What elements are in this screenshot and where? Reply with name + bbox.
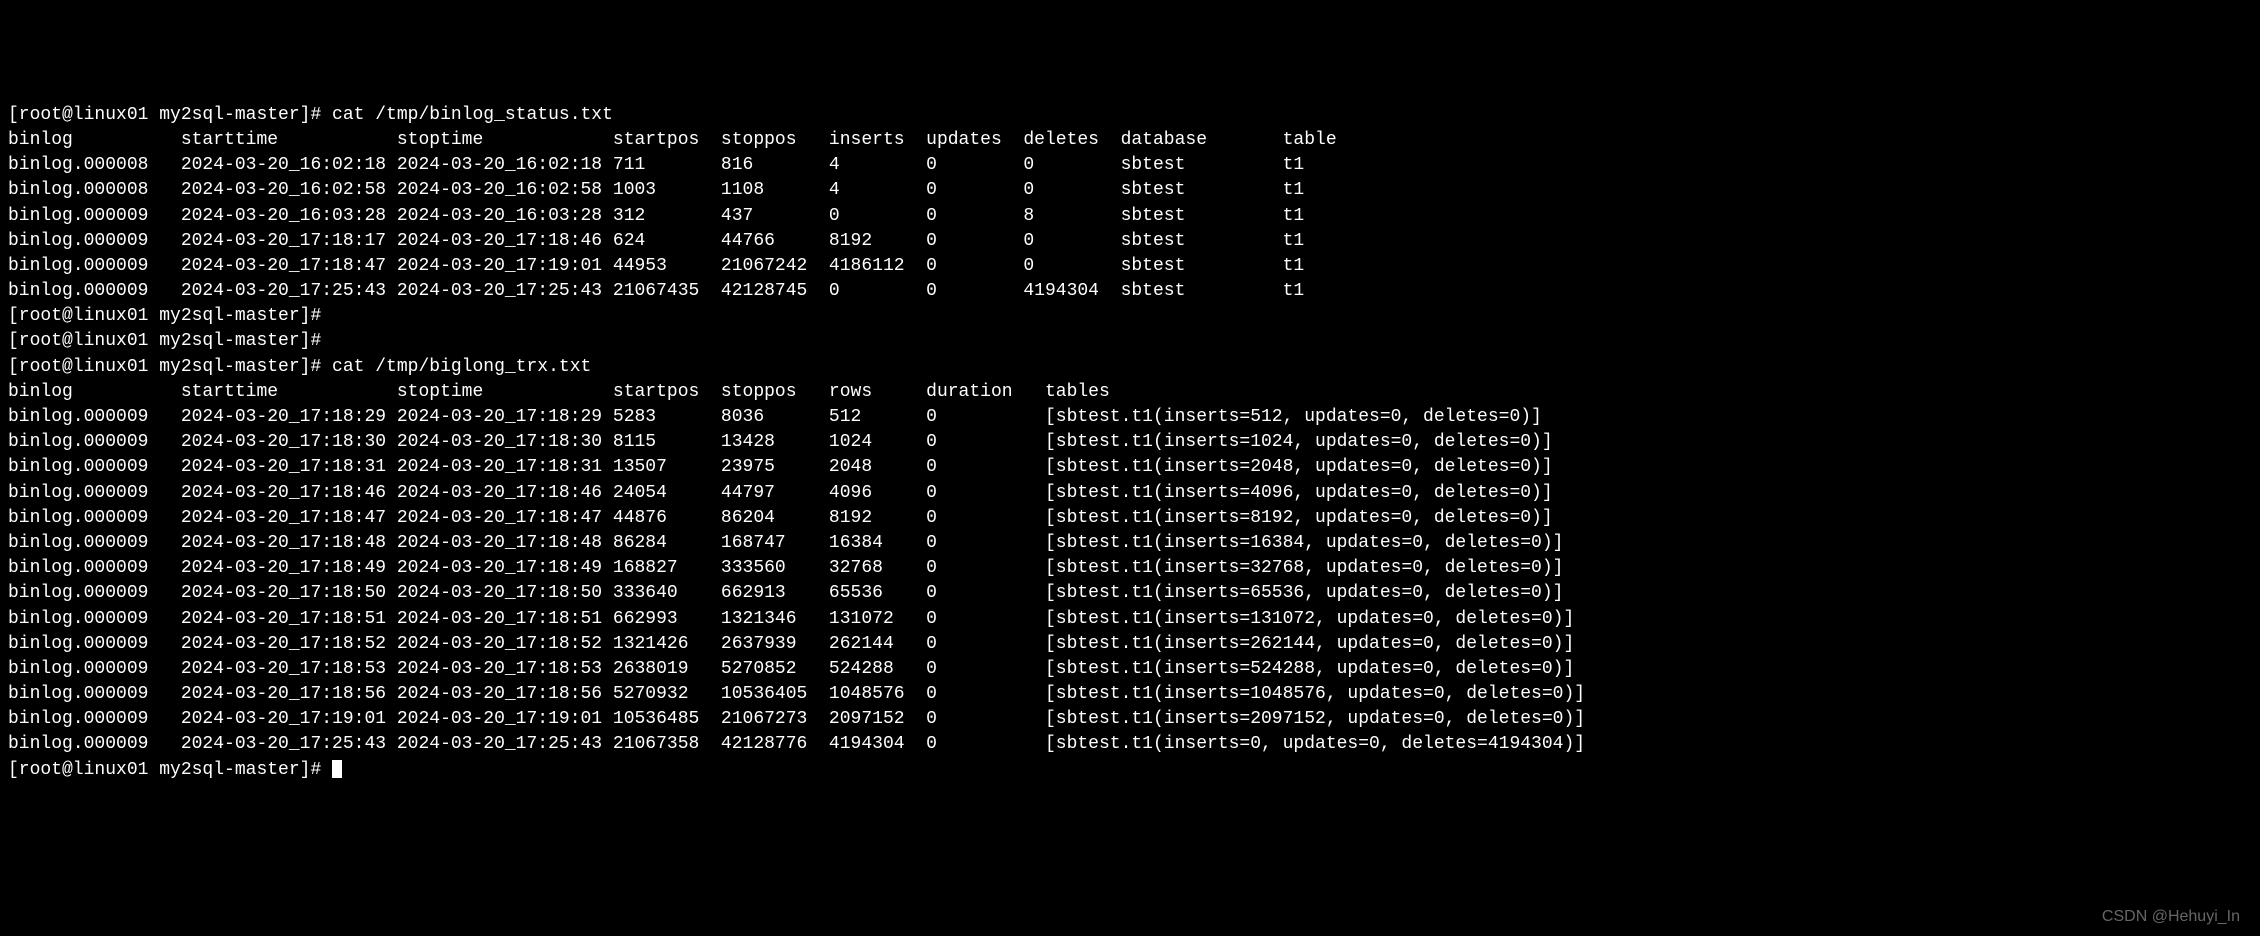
table2-row: binlog.000009 2024-03-20_17:18:30 2024-0… — [8, 430, 2252, 455]
table2-row: binlog.000009 2024-03-20_17:18:52 2024-0… — [8, 632, 2252, 657]
cursor — [332, 760, 342, 778]
table2-row: binlog.000009 2024-03-20_17:18:48 2024-0… — [8, 531, 2252, 556]
table2-header: binlog starttime stoptime startpos stopp… — [8, 380, 2252, 405]
table2-row: binlog.000009 2024-03-20_17:18:29 2024-0… — [8, 405, 2252, 430]
prompt-line: [root@linux01 my2sql-master]# — [8, 304, 2252, 329]
watermark: CSDN @Hehuyi_In — [2102, 906, 2240, 928]
table1-row: binlog.000009 2024-03-20_17:25:43 2024-0… — [8, 279, 2252, 304]
table2-row: binlog.000009 2024-03-20_17:18:49 2024-0… — [8, 556, 2252, 581]
table1-row: binlog.000009 2024-03-20_16:03:28 2024-0… — [8, 204, 2252, 229]
prompt-line: [root@linux01 my2sql-master]# cat /tmp/b… — [8, 103, 2252, 128]
table1-row: binlog.000009 2024-03-20_17:18:17 2024-0… — [8, 229, 2252, 254]
prompt-line: [root@linux01 my2sql-master]# cat /tmp/b… — [8, 355, 2252, 380]
table2-row: binlog.000009 2024-03-20_17:18:46 2024-0… — [8, 481, 2252, 506]
table2-row: binlog.000009 2024-03-20_17:18:50 2024-0… — [8, 581, 2252, 606]
table2-row: binlog.000009 2024-03-20_17:25:43 2024-0… — [8, 732, 2252, 757]
terminal-output: [root@linux01 my2sql-master]# cat /tmp/b… — [8, 103, 2252, 783]
table1-row: binlog.000008 2024-03-20_16:02:18 2024-0… — [8, 153, 2252, 178]
table2-row: binlog.000009 2024-03-20_17:18:47 2024-0… — [8, 506, 2252, 531]
table2-row: binlog.000009 2024-03-20_17:19:01 2024-0… — [8, 707, 2252, 732]
table1-row: binlog.000008 2024-03-20_16:02:58 2024-0… — [8, 178, 2252, 203]
table1-header: binlog starttime stoptime startpos stopp… — [8, 128, 2252, 153]
table2-row: binlog.000009 2024-03-20_17:18:51 2024-0… — [8, 607, 2252, 632]
table1-row: binlog.000009 2024-03-20_17:18:47 2024-0… — [8, 254, 2252, 279]
prompt-line: [root@linux01 my2sql-master]# — [8, 758, 2252, 783]
prompt-line: [root@linux01 my2sql-master]# — [8, 329, 2252, 354]
table2-row: binlog.000009 2024-03-20_17:18:53 2024-0… — [8, 657, 2252, 682]
table2-row: binlog.000009 2024-03-20_17:18:31 2024-0… — [8, 455, 2252, 480]
